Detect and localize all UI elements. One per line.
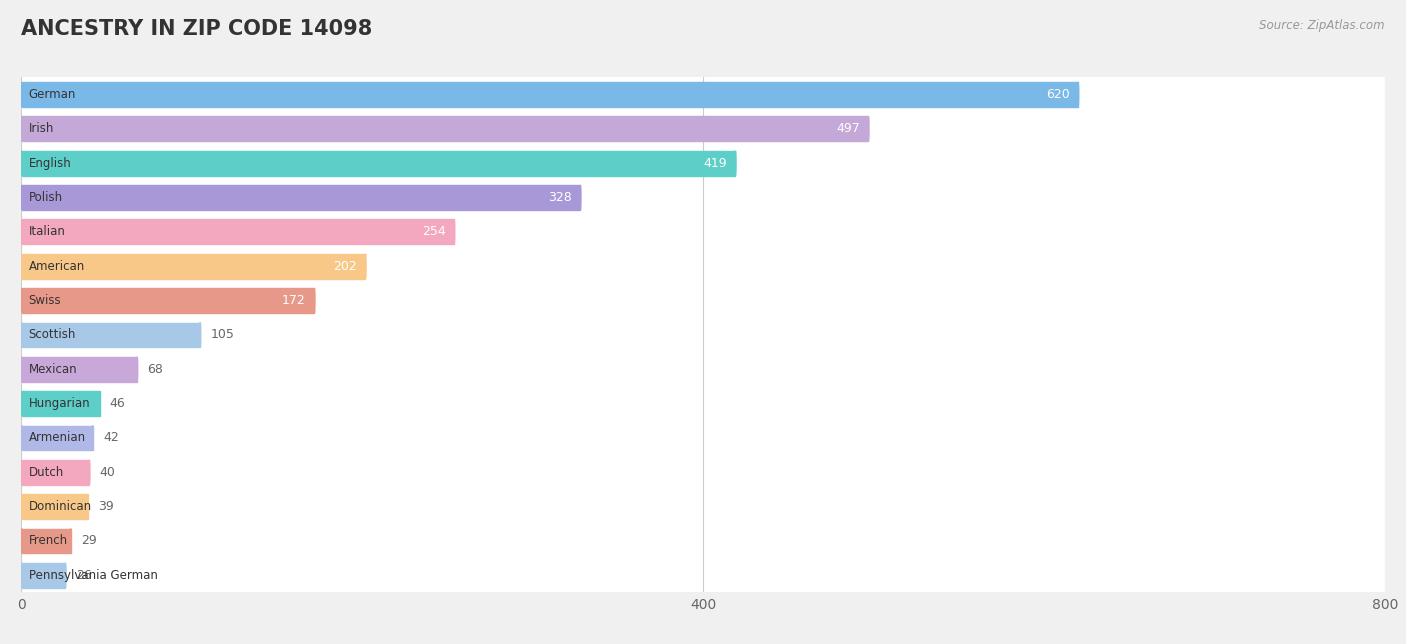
Text: Pennsylvania German: Pennsylvania German bbox=[28, 569, 157, 582]
Text: 202: 202 bbox=[333, 260, 357, 272]
Text: 46: 46 bbox=[110, 397, 125, 410]
Bar bbox=[21, 391, 100, 416]
Bar bbox=[21, 288, 315, 313]
Text: 40: 40 bbox=[100, 466, 115, 478]
Text: Hungarian: Hungarian bbox=[28, 397, 90, 410]
Text: Dutch: Dutch bbox=[28, 466, 63, 478]
Bar bbox=[21, 357, 136, 382]
FancyBboxPatch shape bbox=[21, 558, 1385, 592]
Bar bbox=[21, 254, 366, 279]
FancyBboxPatch shape bbox=[21, 421, 1385, 455]
FancyBboxPatch shape bbox=[21, 180, 1385, 214]
FancyBboxPatch shape bbox=[21, 77, 1385, 111]
Text: 254: 254 bbox=[422, 225, 446, 238]
Text: Dominican: Dominican bbox=[28, 500, 91, 513]
Bar bbox=[21, 426, 93, 450]
Bar bbox=[21, 151, 735, 176]
FancyBboxPatch shape bbox=[21, 283, 1385, 317]
Text: Irish: Irish bbox=[28, 122, 53, 135]
Text: 419: 419 bbox=[703, 156, 727, 169]
Bar bbox=[21, 494, 87, 519]
Text: 29: 29 bbox=[80, 535, 97, 547]
Text: Scottish: Scottish bbox=[28, 328, 76, 341]
Text: Armenian: Armenian bbox=[28, 431, 86, 444]
FancyBboxPatch shape bbox=[21, 524, 1385, 558]
Text: ANCESTRY IN ZIP CODE 14098: ANCESTRY IN ZIP CODE 14098 bbox=[21, 19, 373, 39]
FancyBboxPatch shape bbox=[21, 386, 1385, 421]
FancyBboxPatch shape bbox=[21, 249, 1385, 283]
Text: 172: 172 bbox=[283, 294, 305, 307]
Text: Mexican: Mexican bbox=[28, 363, 77, 375]
Bar bbox=[21, 82, 1078, 107]
Bar bbox=[21, 323, 200, 347]
FancyBboxPatch shape bbox=[21, 455, 1385, 489]
Text: 42: 42 bbox=[103, 431, 118, 444]
Text: Italian: Italian bbox=[28, 225, 66, 238]
Text: German: German bbox=[28, 88, 76, 101]
FancyBboxPatch shape bbox=[21, 317, 1385, 352]
Text: 39: 39 bbox=[98, 500, 114, 513]
Bar bbox=[21, 220, 454, 244]
Bar bbox=[21, 185, 581, 210]
Text: 68: 68 bbox=[148, 363, 163, 375]
Text: 26: 26 bbox=[76, 569, 91, 582]
Text: Polish: Polish bbox=[28, 191, 63, 204]
Bar bbox=[21, 117, 869, 141]
Bar bbox=[21, 460, 90, 485]
FancyBboxPatch shape bbox=[21, 489, 1385, 524]
Text: American: American bbox=[28, 260, 84, 272]
FancyBboxPatch shape bbox=[21, 214, 1385, 249]
Text: Swiss: Swiss bbox=[28, 294, 60, 307]
Text: Source: ZipAtlas.com: Source: ZipAtlas.com bbox=[1260, 19, 1385, 32]
Bar bbox=[21, 563, 66, 588]
Text: 497: 497 bbox=[837, 122, 860, 135]
FancyBboxPatch shape bbox=[21, 146, 1385, 180]
FancyBboxPatch shape bbox=[21, 111, 1385, 146]
Text: French: French bbox=[28, 535, 67, 547]
Text: 328: 328 bbox=[548, 191, 572, 204]
Text: 620: 620 bbox=[1046, 88, 1070, 101]
Text: English: English bbox=[28, 156, 72, 169]
Bar bbox=[21, 529, 70, 553]
FancyBboxPatch shape bbox=[21, 352, 1385, 386]
Text: 105: 105 bbox=[211, 328, 235, 341]
